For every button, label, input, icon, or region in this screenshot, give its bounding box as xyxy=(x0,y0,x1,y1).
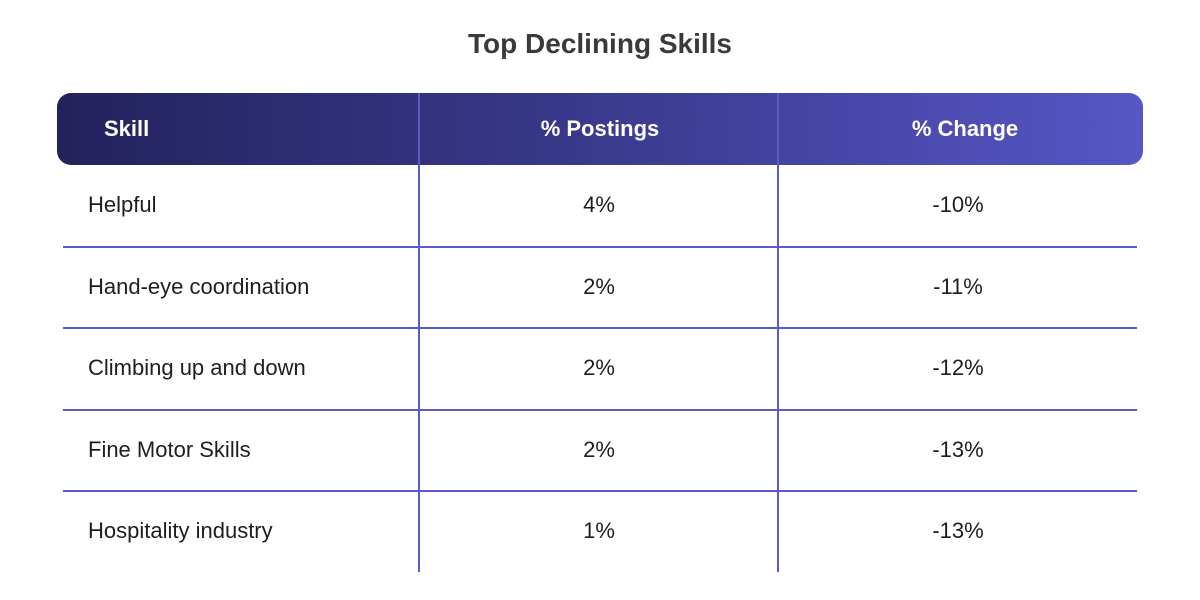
table-header: Skill % Postings % Change xyxy=(57,93,1143,165)
cell-postings: 1% xyxy=(583,518,615,543)
row-divider xyxy=(63,327,1137,329)
cell-change: -13% xyxy=(932,436,984,462)
cell-change: -10% xyxy=(932,192,984,217)
row-divider xyxy=(63,245,1137,248)
cell-skill: Hand-eye coordination xyxy=(88,273,310,299)
column-divider xyxy=(777,93,779,572)
cell-change: -13% xyxy=(932,518,984,543)
cell-skill: Helpful xyxy=(88,192,157,217)
header-cell: Skill xyxy=(104,116,150,141)
cell-skill: Climbing up and down xyxy=(88,355,306,380)
header-cell: % Change xyxy=(911,116,1019,141)
cell-skill: Hospitality industry xyxy=(88,518,273,543)
cell-postings: 2% xyxy=(583,355,615,380)
cell-change: -11% xyxy=(933,273,983,299)
cell-skill: Fine Motor Skills xyxy=(88,436,251,462)
cell-postings: 2% xyxy=(583,436,615,462)
row-divider xyxy=(63,490,1137,492)
row-divider xyxy=(63,408,1137,411)
cell-change: -12% xyxy=(932,355,984,380)
column-divider xyxy=(418,93,420,572)
table-title: Top Declining Skills xyxy=(468,28,732,59)
header-cell: % Postings xyxy=(540,116,660,141)
cell-postings: 2% xyxy=(583,273,615,299)
cell-postings: 4% xyxy=(583,192,615,217)
